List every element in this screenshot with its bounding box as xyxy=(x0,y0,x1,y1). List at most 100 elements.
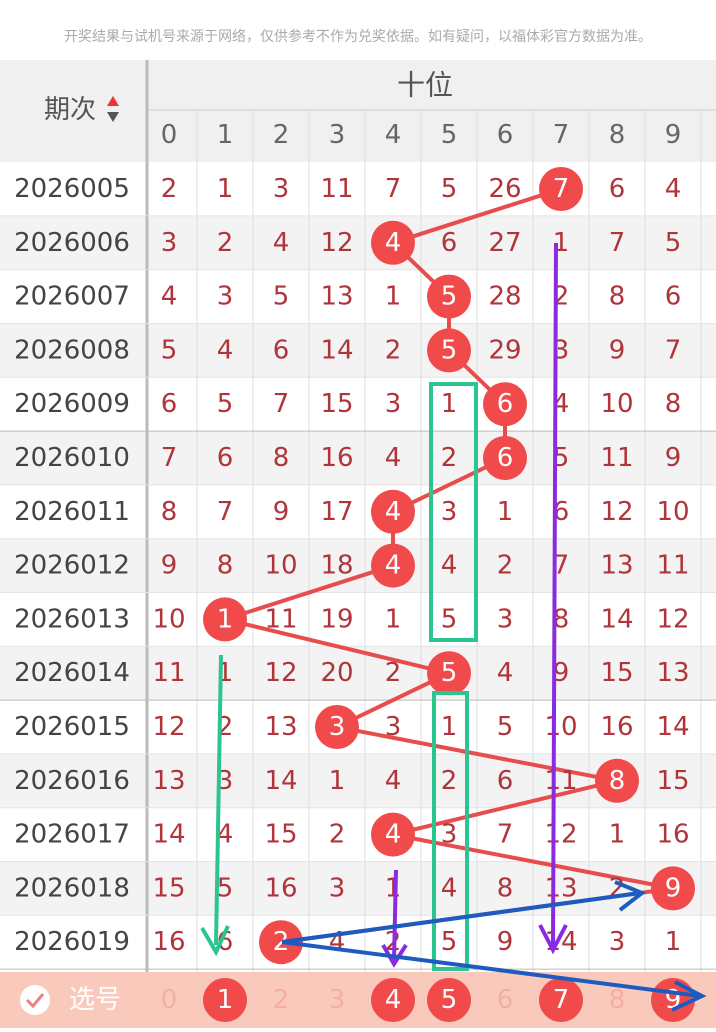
miss-count: 5 xyxy=(665,228,682,258)
miss-count: 1 xyxy=(385,282,402,312)
miss-count: 9 xyxy=(161,551,178,581)
miss-count: 6 xyxy=(273,335,290,365)
check-icon[interactable] xyxy=(20,985,50,1015)
selected-ball[interactable] xyxy=(539,978,583,1022)
selected-digit[interactable]: 1 xyxy=(217,985,234,1015)
arrow-head xyxy=(538,924,568,955)
selected-digit[interactable]: 5 xyxy=(441,985,458,1015)
miss-count: 7 xyxy=(217,497,234,527)
miss-count: 7 xyxy=(665,335,682,365)
miss-count: 5 xyxy=(161,335,178,365)
sort-up[interactable] xyxy=(107,96,119,106)
miss-count: 3 xyxy=(441,820,458,850)
hit-ball xyxy=(539,167,583,211)
issue: 2026019 xyxy=(14,927,130,957)
hit-number: 6 xyxy=(497,443,514,473)
miss-count: 12 xyxy=(656,604,689,634)
row-bg xyxy=(0,807,716,862)
selected-digit[interactable]: 7 xyxy=(553,985,570,1015)
hit-ball xyxy=(483,382,527,427)
miss-count: 8 xyxy=(217,551,234,581)
digit-option[interactable]: 2 xyxy=(273,985,290,1015)
miss-count: 2 xyxy=(441,766,458,796)
miss-count: 13 xyxy=(600,551,633,581)
group-header: 十位 xyxy=(397,69,453,102)
miss-count: 19 xyxy=(320,604,353,634)
miss-count: 5 xyxy=(497,712,514,742)
row-bg xyxy=(0,215,716,270)
hit-number: 3 xyxy=(329,712,346,742)
miss-count: 9 xyxy=(273,497,290,527)
miss-count: 5 xyxy=(441,174,458,204)
miss-count: 13 xyxy=(264,712,297,742)
miss-count: 14 xyxy=(152,820,185,850)
miss-count: 3 xyxy=(273,174,290,204)
miss-count: 12 xyxy=(544,820,577,850)
hit-number: 1 xyxy=(217,604,234,634)
miss-count: 13 xyxy=(544,873,577,903)
miss-count: 10 xyxy=(544,712,577,742)
miss-count: 3 xyxy=(217,282,234,312)
arrow-head xyxy=(200,925,230,957)
digit-option[interactable]: 3 xyxy=(329,985,346,1015)
arrow xyxy=(214,654,223,946)
issue: 2026007 xyxy=(14,282,130,312)
hit-ball xyxy=(371,543,415,588)
sort-down[interactable] xyxy=(107,112,119,122)
miss-count: 15 xyxy=(656,766,689,796)
miss-count: 15 xyxy=(320,389,353,419)
miss-count: 5 xyxy=(441,604,458,634)
hit-ball xyxy=(595,758,639,803)
hit-number: 7 xyxy=(553,174,570,204)
row-bg xyxy=(0,323,716,378)
hit-number: 4 xyxy=(385,820,402,850)
miss-count: 1 xyxy=(329,766,346,796)
miss-count: 3 xyxy=(329,873,346,903)
hit-ball xyxy=(371,220,415,265)
notice-bar xyxy=(0,0,716,60)
issue: 2026016 xyxy=(14,766,130,796)
selected-ball[interactable] xyxy=(651,978,695,1022)
miss-count: 9 xyxy=(665,443,682,473)
miss-count: 7 xyxy=(273,389,290,419)
box xyxy=(432,691,469,971)
selected-ball[interactable] xyxy=(371,978,415,1022)
row-bg xyxy=(0,538,716,593)
miss-count: 6 xyxy=(217,927,234,957)
miss-count: 3 xyxy=(609,927,626,957)
miss-count: 13 xyxy=(320,282,353,312)
miss-count: 2 xyxy=(385,658,402,688)
hit-ball xyxy=(427,328,471,373)
miss-count: 7 xyxy=(161,443,178,473)
hit-ball xyxy=(483,436,527,480)
miss-count: 12 xyxy=(152,712,185,742)
digit-header: 0 xyxy=(161,120,178,150)
hit-ball xyxy=(371,812,415,857)
miss-count: 1 xyxy=(217,174,234,204)
issue: 2026014 xyxy=(14,658,130,688)
arrow-head xyxy=(381,943,408,968)
miss-count: 8 xyxy=(497,873,514,903)
row-bg xyxy=(0,861,716,916)
miss-count: 4 xyxy=(161,282,178,312)
miss-count: 4 xyxy=(497,658,514,688)
miss-count: 2 xyxy=(217,228,234,258)
miss-count: 16 xyxy=(656,820,689,850)
miss-count: 1 xyxy=(385,873,402,903)
selected-ball[interactable] xyxy=(427,978,471,1022)
digit-option[interactable]: 6 xyxy=(497,985,514,1015)
digit-option[interactable]: 8 xyxy=(609,985,626,1015)
digit-option[interactable]: 0 xyxy=(161,985,178,1015)
miss-count: 2 xyxy=(329,820,346,850)
miss-count: 7 xyxy=(497,820,514,850)
annotations xyxy=(200,242,707,1012)
miss-count: 11 xyxy=(320,174,353,204)
selected-ball[interactable] xyxy=(203,978,247,1022)
row-bg xyxy=(0,592,716,647)
selected-digit[interactable]: 4 xyxy=(385,985,402,1015)
miss-count: 6 xyxy=(665,282,682,312)
miss-count: 5 xyxy=(441,927,458,957)
hit-ball xyxy=(203,597,247,642)
miss-count: 4 xyxy=(385,443,402,473)
miss-count: 17 xyxy=(320,497,353,527)
